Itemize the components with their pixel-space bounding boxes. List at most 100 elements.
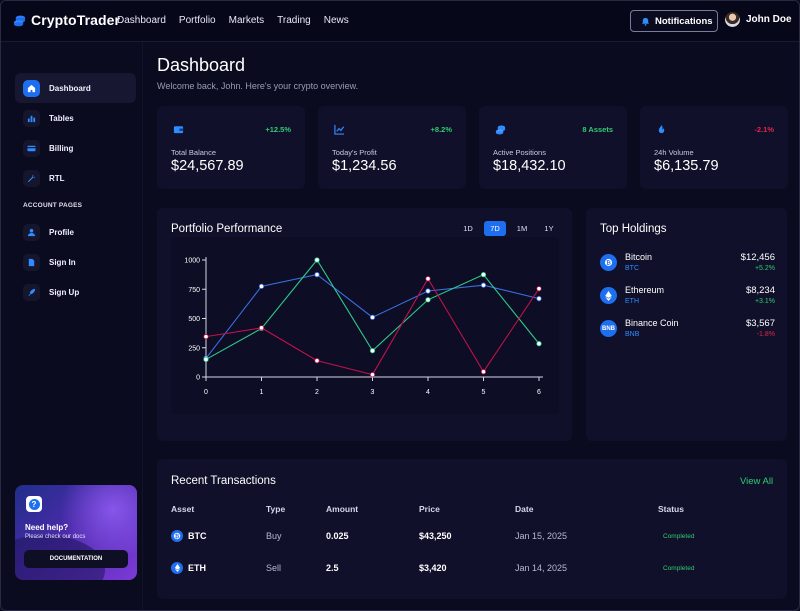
top-navbar: CryptoTrader Dashboard Portfolio Markets… xyxy=(1,1,799,42)
binance-coin-icon: BNB xyxy=(600,320,617,337)
tx-price: $3,420 xyxy=(419,563,447,573)
stat-label: Today's Profit xyxy=(332,148,377,157)
sidebar-item-billing[interactable]: Billing xyxy=(15,133,136,163)
user-icon xyxy=(23,223,40,241)
tx-asset: BTC xyxy=(188,531,207,541)
tx-amount: 0.025 xyxy=(326,531,349,541)
data-point xyxy=(536,286,542,292)
user-menu[interactable]: John Doe xyxy=(725,12,792,27)
sidebar-item-tables[interactable]: Tables xyxy=(15,103,136,133)
sidebar-item-label: Sign In xyxy=(49,257,76,267)
portfolio-performance-title: Portfolio Performance xyxy=(171,223,283,235)
x-tick-label: 0 xyxy=(204,389,208,396)
column-header-status: Status xyxy=(658,504,684,514)
data-point xyxy=(480,282,487,288)
sidebar-item-dashboard[interactable]: Dashboard xyxy=(15,73,136,103)
documentation-button[interactable]: DOCUMENTATION xyxy=(24,550,128,568)
range-1m-button[interactable]: 1M xyxy=(516,224,528,233)
holding-row-binance-coin[interactable]: BNB Binance Coin BNB $3,567 -1.8% xyxy=(600,318,775,344)
column-header-price: Price xyxy=(419,504,440,514)
help-title: Need help? xyxy=(25,523,69,532)
range-1y-button[interactable]: 1Y xyxy=(544,224,554,233)
stat-card-total-balance: +12.5% Total Balance $24,567.89 xyxy=(157,106,305,189)
holding-name: Ethereum xyxy=(625,285,665,295)
home-icon xyxy=(23,79,40,97)
sidebar-item-sign-up[interactable]: Sign Up xyxy=(15,277,136,307)
top-holdings-card xyxy=(586,208,787,441)
recent-transactions-title: Recent Transactions xyxy=(171,475,276,487)
stat-change: +8.2% xyxy=(430,125,452,134)
tx-date: Jan 14, 2025 xyxy=(515,563,568,573)
stat-value: $1,234.56 xyxy=(332,158,397,174)
x-tick-label: 6 xyxy=(537,389,541,396)
data-point xyxy=(369,348,376,354)
data-point xyxy=(203,356,209,363)
data-point xyxy=(425,276,431,282)
portfolio-performance-chart: 0 250 500 750 1000 0 1 2 3 4 5 6 xyxy=(184,257,543,396)
sidebar-item-sign-in[interactable]: Sign In xyxy=(15,247,136,277)
holding-row-bitcoin[interactable]: ₿ Bitcoin BTC $12,456 +5.2% xyxy=(600,252,775,278)
stat-card-active-positions: 8 Assets Active Positions $18,432.10 xyxy=(479,106,627,189)
time-range-selector: 1D 7D 1M 1Y xyxy=(452,221,560,236)
ethereum-icon xyxy=(171,562,183,574)
nav-news[interactable]: News xyxy=(323,15,349,26)
stat-change: +12.5% xyxy=(265,125,291,134)
notifications-button[interactable]: Notifications xyxy=(630,10,718,32)
data-point xyxy=(369,314,376,320)
tx-price: $43,250 xyxy=(419,531,452,541)
stat-value: $24,567.89 xyxy=(171,158,244,174)
holding-symbol: BTC xyxy=(625,265,639,272)
bitcoin-icon: ₿ xyxy=(171,530,183,542)
stat-card-24h-volume: -2.1% 24h Volume $6,135.79 xyxy=(640,106,788,189)
x-tick-label: 5 xyxy=(482,389,486,396)
bell-icon xyxy=(641,17,650,26)
nav-dashboard[interactable]: Dashboard xyxy=(117,15,166,26)
brand[interactable]: CryptoTrader xyxy=(13,12,120,28)
table-row[interactable]: ₿ BTC Buy 0.025 $43,250 Jan 15, 2025 Com… xyxy=(157,530,787,561)
stat-label: Active Positions xyxy=(493,148,546,157)
y-tick-label: 0 xyxy=(196,375,200,382)
y-tick-label: 1000 xyxy=(184,258,200,265)
ethereum-icon xyxy=(600,287,617,304)
svg-text:₿: ₿ xyxy=(606,260,611,267)
coins-icon xyxy=(495,125,506,135)
bitcoin-icon: ₿ xyxy=(600,254,617,271)
y-tick-label: 500 xyxy=(188,316,200,323)
data-point xyxy=(425,297,431,303)
nav-trading[interactable]: Trading xyxy=(277,15,311,26)
range-7d-button[interactable]: 7D xyxy=(484,221,506,236)
y-tick-label: 750 xyxy=(188,287,200,294)
line-chart-icon xyxy=(334,124,345,135)
data-point xyxy=(425,288,431,294)
data-point xyxy=(258,325,265,331)
tx-type: Buy xyxy=(266,531,282,541)
column-header-date: Date xyxy=(515,504,534,514)
view-all-link[interactable]: View All xyxy=(740,476,774,487)
svg-text:₿: ₿ xyxy=(175,533,179,540)
table-row[interactable]: ETH Sell 2.5 $3,420 Jan 14, 2025 Complet… xyxy=(157,562,787,593)
sidebar-item-label: Dashboard xyxy=(49,83,91,93)
wallet-icon xyxy=(173,126,184,134)
range-1d-button[interactable]: 1D xyxy=(463,224,473,233)
rocket-icon xyxy=(23,283,40,301)
holding-value: $12,456 xyxy=(740,252,775,263)
holding-name: Binance Coin xyxy=(625,318,679,328)
series-line-2 xyxy=(205,259,540,360)
holding-value: $3,567 xyxy=(745,318,775,329)
nav-portfolio[interactable]: Portfolio xyxy=(178,15,216,26)
data-point xyxy=(314,358,320,364)
holding-name: Bitcoin xyxy=(625,252,653,262)
nav-markets[interactable]: Markets xyxy=(228,15,265,26)
sidebar-item-profile[interactable]: Profile xyxy=(15,217,136,247)
data-point xyxy=(480,369,487,375)
x-tick-label: 4 xyxy=(426,389,430,396)
tx-date: Jan 15, 2025 xyxy=(515,531,568,541)
status-badge: Completed xyxy=(663,533,695,540)
stat-label: 24h Volume xyxy=(654,148,694,157)
x-tick-label: 3 xyxy=(371,389,375,396)
help-card: ? Need help? Please check our docs DOCUM… xyxy=(15,485,137,580)
holding-row-ethereum[interactable]: Ethereum ETH $8,234 +3.1% xyxy=(600,285,775,311)
tx-amount: 2.5 xyxy=(326,563,339,573)
sidebar-item-rtl[interactable]: RTL xyxy=(15,163,136,193)
column-header-type: Type xyxy=(266,504,286,514)
